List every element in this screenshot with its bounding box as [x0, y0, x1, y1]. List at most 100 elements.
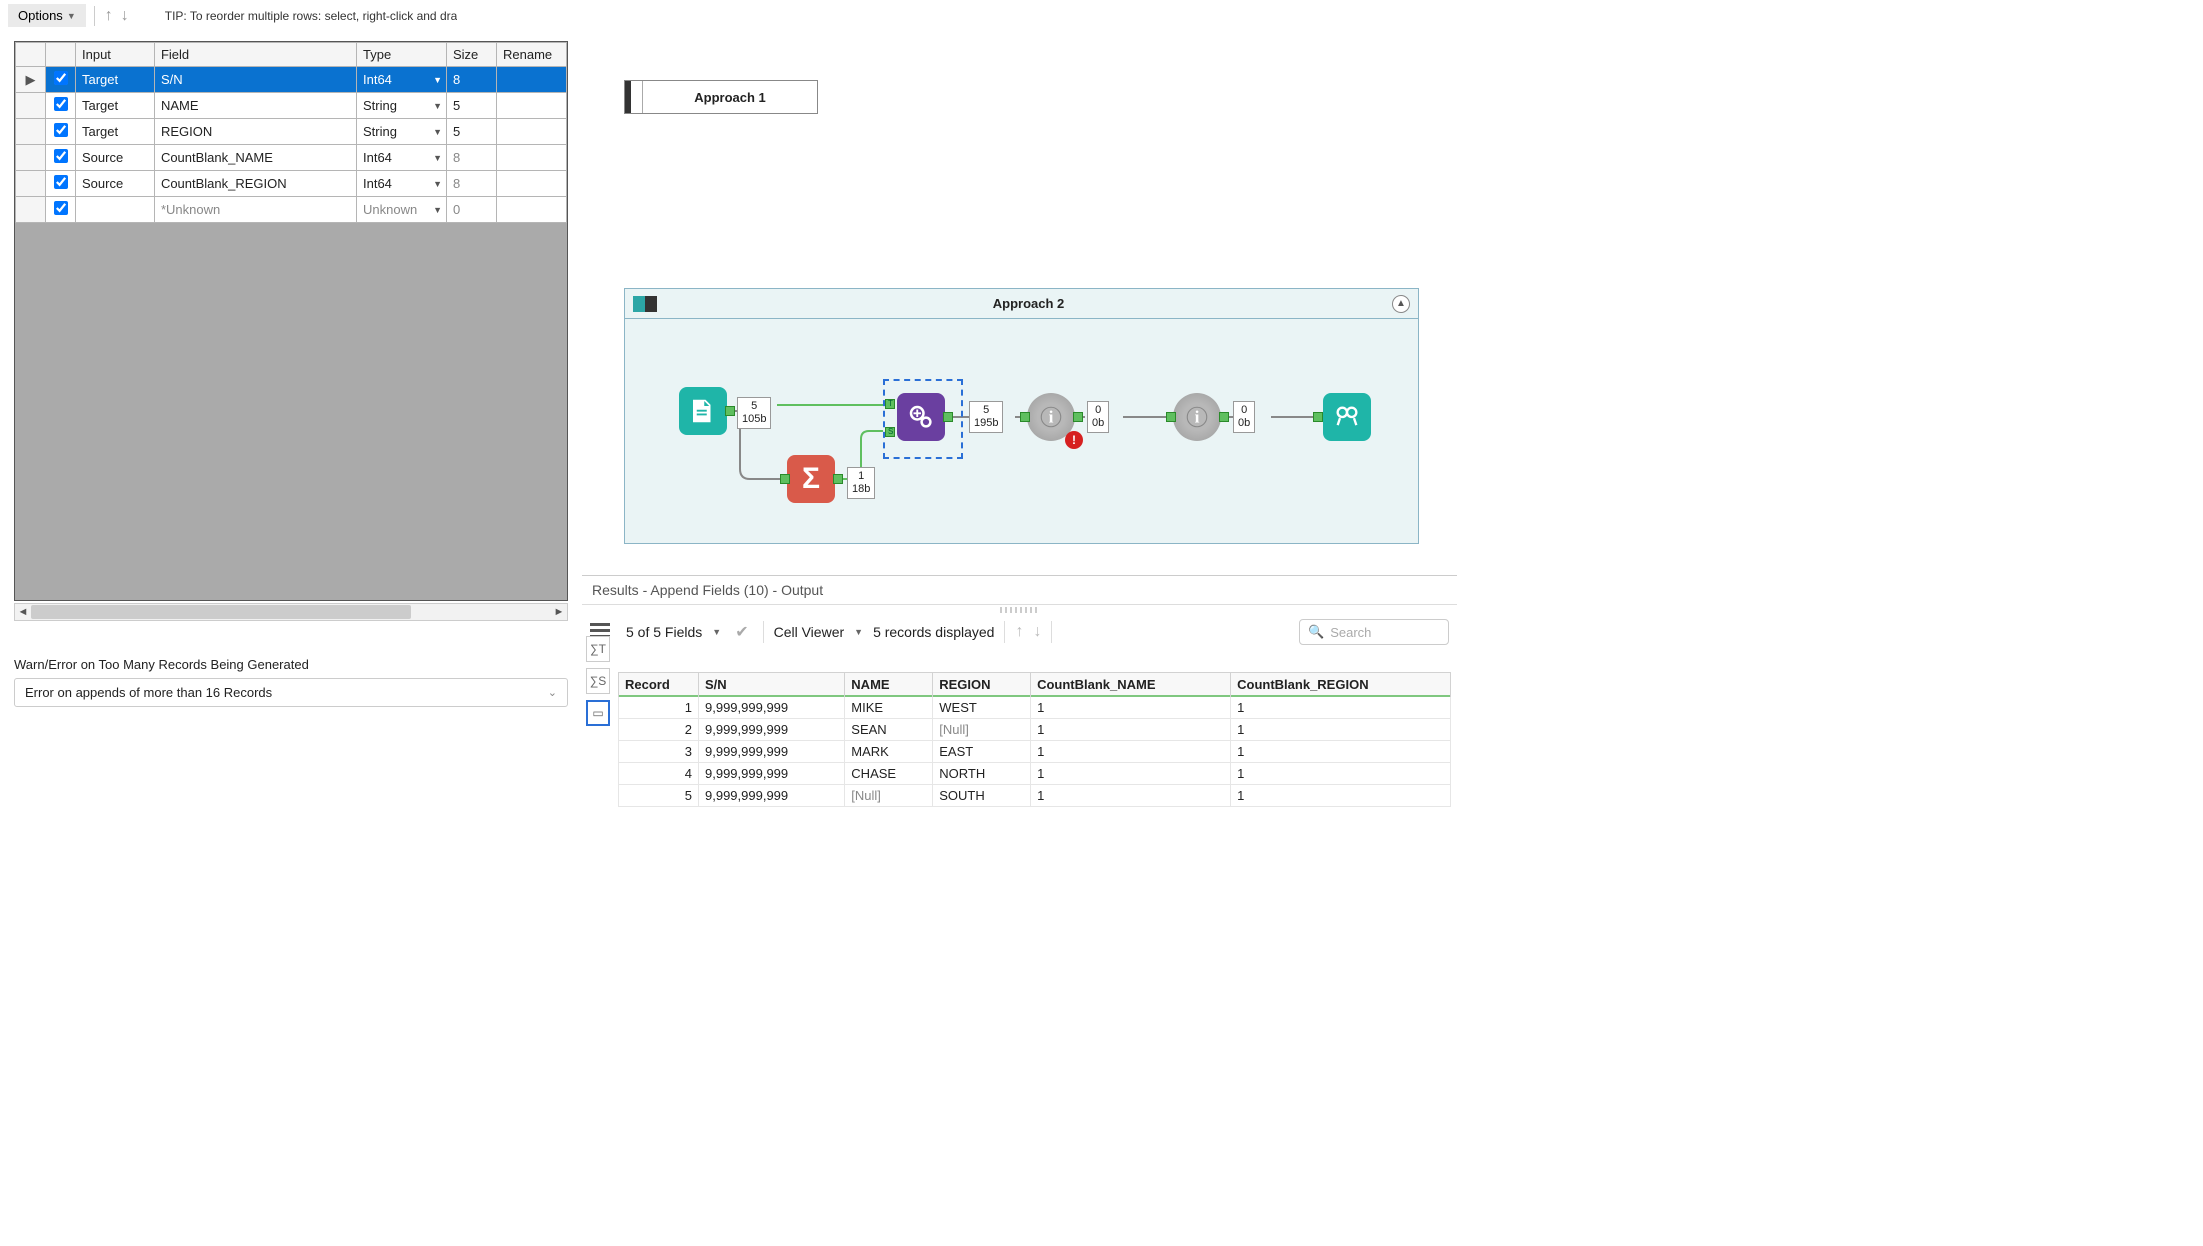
container-handle-icon[interactable] [625, 81, 643, 113]
cell-type[interactable]: Int64▼ [357, 171, 447, 197]
dropdown-icon[interactable]: ▼ [433, 75, 442, 85]
col-record[interactable]: Record [619, 673, 699, 697]
data-grid[interactable]: RecordS/NNAMEREGIONCountBlank_NAMECountB… [618, 672, 1451, 825]
cell-field[interactable]: CountBlank_REGION [154, 171, 356, 197]
row-header[interactable] [16, 145, 46, 171]
row-checkbox[interactable] [54, 149, 68, 163]
col-s-n[interactable]: S/N [699, 673, 845, 697]
warn-select[interactable]: Error on appends of more than 16 Records… [14, 678, 568, 707]
row-header[interactable] [16, 93, 46, 119]
col-field[interactable]: Field [154, 43, 356, 67]
move-up-button[interactable]: ↑ [103, 7, 115, 25]
move-down-button[interactable]: ↓ [119, 7, 131, 25]
output-anchor[interactable] [725, 406, 735, 416]
row-checkbox-cell[interactable] [46, 119, 76, 145]
container2-header[interactable]: Approach 2 ▲ [625, 289, 1418, 319]
input-anchor[interactable] [1166, 412, 1176, 422]
row-header[interactable]: ▶ [16, 67, 46, 93]
cell-input[interactable]: Target [76, 67, 155, 93]
cell-size[interactable]: 5 [447, 93, 497, 119]
row-checkbox-cell[interactable] [46, 145, 76, 171]
input-anchor[interactable] [1313, 412, 1323, 422]
text-input-tool[interactable] [679, 387, 727, 435]
scroll-left-button[interactable]: ◄ [15, 606, 31, 618]
cell-viewer-button[interactable]: Cell Viewer [774, 624, 845, 640]
cell-rename[interactable] [497, 67, 567, 93]
dropdown-icon[interactable]: ▼ [433, 179, 442, 189]
side-icon-s[interactable]: ∑S [586, 668, 610, 694]
scroll-track[interactable] [31, 604, 551, 620]
fields-summary[interactable]: 5 of 5 Fields [626, 624, 702, 640]
output-anchor[interactable] [1219, 412, 1229, 422]
browse-output-tool[interactable] [1323, 393, 1371, 441]
cell-rename[interactable] [497, 171, 567, 197]
cell-field[interactable]: S/N [154, 67, 356, 93]
cell-type[interactable]: Unknown▼ [357, 197, 447, 223]
row-header[interactable] [16, 119, 46, 145]
table-row[interactable]: 39,999,999,999MARKEAST11 [619, 741, 1451, 763]
cell-input[interactable]: Source [76, 145, 155, 171]
row-checkbox[interactable] [54, 201, 68, 215]
row-checkbox-cell[interactable] [46, 67, 76, 93]
output-anchor[interactable] [943, 412, 953, 422]
collapse-button[interactable]: ▲ [1392, 295, 1410, 313]
col-input[interactable]: Input [76, 43, 155, 67]
append-fields-tool[interactable] [897, 393, 945, 441]
input-anchor-t[interactable]: T [885, 399, 895, 409]
nav-up-button[interactable]: ↑ [1015, 623, 1023, 641]
cell-type[interactable]: String▼ [357, 119, 447, 145]
side-icon-t[interactable]: ∑T [586, 636, 610, 662]
container-approach2[interactable]: Approach 2 ▲ 5 105b [624, 288, 1419, 544]
cell-size[interactable]: 0 [447, 197, 497, 223]
config-row[interactable]: SourceCountBlank_NAMEInt64▼8 [16, 145, 567, 171]
workflow-area[interactable]: 5 105b Σ 1 18b T S 5 195b i ! [625, 319, 1418, 543]
dropdown-icon[interactable]: ▼ [433, 127, 442, 137]
scroll-thumb[interactable] [31, 605, 411, 619]
row-checkbox[interactable] [54, 175, 68, 189]
config-row[interactable]: TargetNAMEString▼5 [16, 93, 567, 119]
dropdown-icon[interactable]: ▼ [433, 101, 442, 111]
table-row[interactable]: 29,999,999,999SEAN[Null]11 [619, 719, 1451, 741]
summarize-tool[interactable]: Σ [787, 455, 835, 503]
row-header[interactable] [16, 197, 46, 223]
config-grid[interactable]: Input Field Type Size Rename ▶TargetS/NI… [15, 42, 567, 223]
cell-input[interactable]: Target [76, 119, 155, 145]
row-header[interactable] [16, 171, 46, 197]
col-name[interactable]: NAME [845, 673, 933, 697]
cell-field[interactable]: REGION [154, 119, 356, 145]
container-handle-icon[interactable] [633, 296, 657, 312]
row-checkbox-cell[interactable] [46, 197, 76, 223]
options-button[interactable]: Options ▼ [8, 4, 86, 27]
search-input[interactable]: 🔍 Search [1299, 619, 1449, 645]
output-anchor[interactable] [1073, 412, 1083, 422]
cell-input[interactable]: Target [76, 93, 155, 119]
cell-rename[interactable] [497, 145, 567, 171]
col-countblank-region[interactable]: CountBlank_REGION [1231, 673, 1451, 697]
cell-rename[interactable] [497, 93, 567, 119]
table-row[interactable]: 59,999,999,999[Null]SOUTH11 [619, 785, 1451, 807]
dropdown-icon[interactable]: ▼ [433, 205, 442, 215]
cell-size[interactable]: 8 [447, 145, 497, 171]
cell-rename[interactable] [497, 197, 567, 223]
col-type[interactable]: Type [357, 43, 447, 67]
cell-rename[interactable] [497, 119, 567, 145]
workflow-canvas[interactable]: Approach 1 Approach 2 ▲ [582, 0, 1457, 575]
cell-size[interactable]: 5 [447, 119, 497, 145]
col-countblank-name[interactable]: CountBlank_NAME [1031, 673, 1231, 697]
col-size[interactable]: Size [447, 43, 497, 67]
cell-field[interactable]: CountBlank_NAME [154, 145, 356, 171]
cell-size[interactable]: 8 [447, 171, 497, 197]
caret-down-icon[interactable]: ▼ [854, 627, 863, 637]
check-icon[interactable]: ✔ [735, 622, 748, 642]
container-approach1[interactable]: Approach 1 [624, 80, 818, 114]
config-row[interactable]: SourceCountBlank_REGIONInt64▼8 [16, 171, 567, 197]
cell-field[interactable]: *Unknown [154, 197, 356, 223]
caret-down-icon[interactable]: ▼ [712, 627, 721, 637]
col-rename[interactable]: Rename [497, 43, 567, 67]
cell-type[interactable]: Int64▼ [357, 145, 447, 171]
input-anchor[interactable] [1020, 412, 1030, 422]
config-row[interactable]: TargetREGIONString▼5 [16, 119, 567, 145]
row-checkbox[interactable] [54, 97, 68, 111]
cell-input[interactable]: Source [76, 171, 155, 197]
table-row[interactable]: 19,999,999,999MIKEWEST11 [619, 697, 1451, 719]
